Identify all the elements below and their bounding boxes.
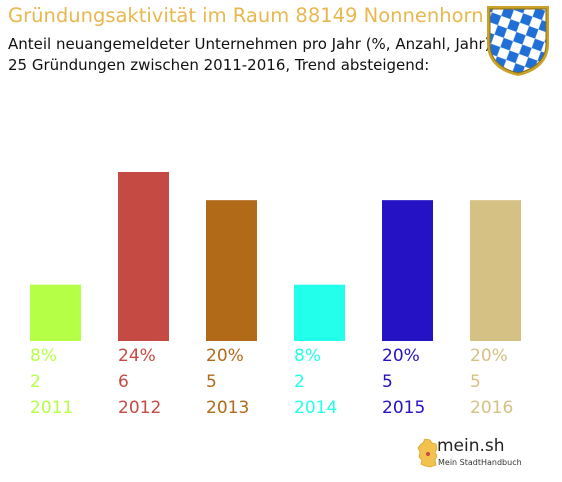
year-label-2011: 2011 — [30, 398, 74, 418]
branding-logo: mein.sh Mein StadtHandbuch — [416, 435, 526, 475]
percent-label-2011: 8% — [30, 346, 57, 366]
count-label-2012: 6 — [118, 372, 129, 392]
chart-subtitle-line1: Anteil neuangemeldeter Unternehmen pro J… — [8, 35, 491, 53]
count-label-2011: 2 — [30, 372, 41, 392]
count-label-2014: 2 — [294, 372, 305, 392]
percent-label-2012: 24% — [118, 346, 156, 366]
bar-2016 — [470, 200, 521, 341]
bar-2011 — [30, 284, 81, 341]
year-label-2012: 2012 — [118, 398, 162, 418]
coat-of-arms-icon — [487, 6, 549, 76]
bar-2014 — [294, 284, 345, 341]
count-label-2015: 5 — [382, 372, 393, 392]
chart-title: Gründungsaktivität im Raum 88149 Nonnenh… — [8, 4, 484, 27]
bar-2015 — [382, 200, 433, 341]
year-label-2014: 2014 — [294, 398, 338, 418]
percent-label-2013: 20% — [206, 346, 244, 366]
bar-2013 — [206, 200, 257, 341]
percent-label-2014: 8% — [294, 346, 321, 366]
year-label-2016: 2016 — [470, 398, 514, 418]
percent-label-2015: 20% — [382, 346, 420, 366]
germany-map-icon — [417, 438, 438, 468]
branding-name: mein.sh — [437, 436, 505, 456]
bar-2012 — [118, 172, 169, 341]
branding-tagline: Mein StadtHandbuch — [438, 458, 522, 467]
count-label-2016: 5 — [470, 372, 481, 392]
count-label-2013: 5 — [206, 372, 217, 392]
percent-label-2016: 20% — [470, 346, 508, 366]
chart-subtitle-line2: 25 Gründungen zwischen 2011-2016, Trend … — [8, 56, 430, 74]
year-label-2015: 2015 — [382, 398, 426, 418]
year-label-2013: 2013 — [206, 398, 250, 418]
